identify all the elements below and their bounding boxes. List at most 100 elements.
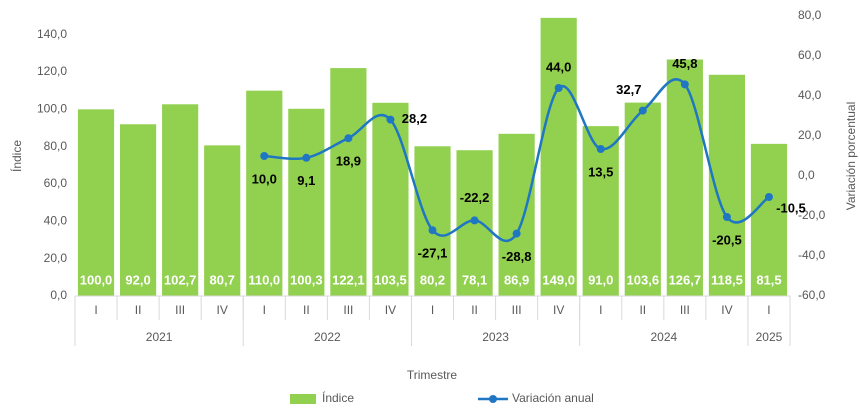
line-marker	[554, 84, 563, 92]
line-value-label: 13,5	[588, 164, 613, 179]
bar	[77, 109, 115, 296]
bar	[372, 102, 409, 296]
x-tick-label: II	[135, 303, 142, 317]
y2-tick-label: -20,0	[798, 208, 826, 222]
bar-value-label: 100,0	[80, 272, 113, 287]
y2-tick-label: 60,0	[798, 48, 822, 62]
bar-value-label: 78,1	[462, 272, 487, 287]
bar-value-label: 126,7	[669, 272, 702, 287]
line-marker	[260, 152, 269, 160]
line-value-label: 28,2	[402, 111, 427, 126]
x-tick-label: II	[639, 303, 646, 317]
bar	[120, 124, 157, 297]
bar-value-label: 91,0	[588, 272, 613, 287]
bar-value-label: 92,0	[125, 272, 150, 287]
y2-tick-label: 40,0	[798, 88, 822, 102]
x-tick-label: III	[512, 303, 522, 317]
y-tick-label: 40,0	[44, 214, 68, 228]
x-group-label: 2023	[482, 330, 509, 344]
bar-value-label: 122,1	[332, 272, 365, 287]
x-tick-label: IV	[553, 303, 564, 317]
y2-tick-label: -40,0	[798, 248, 826, 262]
y-tick-label: 60,0	[44, 176, 68, 190]
bar-value-label: 86,9	[504, 272, 529, 287]
y2-tick-label: 80,0	[798, 8, 822, 22]
y-tick-label: 140,0	[37, 27, 67, 41]
legend-swatch	[290, 394, 316, 404]
bar	[288, 108, 325, 296]
bar-value-label: 100,3	[290, 272, 323, 287]
x-group-label: 2021	[146, 330, 173, 344]
x-tick-label: I	[431, 303, 434, 317]
bar-value-label: 80,7	[210, 272, 235, 287]
bar	[246, 90, 283, 297]
x-tick-label: III	[680, 303, 690, 317]
x-tick-label: IV	[721, 303, 732, 317]
x-tick-label: IV	[385, 303, 396, 317]
line-marker	[512, 229, 521, 238]
x-tick-label: II	[303, 303, 310, 317]
x-tick-label: I	[767, 303, 770, 317]
x-group-label: 2025	[756, 330, 783, 344]
line-marker	[470, 216, 479, 225]
y-tick-label: 0,0	[50, 288, 67, 302]
y2-tick-label: 20,0	[798, 128, 822, 142]
line-marker	[428, 226, 437, 235]
bar	[750, 143, 788, 296]
x-group-label: 2022	[314, 330, 341, 344]
bar	[162, 104, 199, 296]
line-value-label: 45,8	[672, 56, 697, 71]
line-value-label: -28,8	[502, 249, 532, 264]
bar	[204, 145, 241, 296]
x-tick-label: III	[175, 303, 185, 317]
x-tick-label: I	[94, 303, 97, 317]
bar-value-label: 103,5	[374, 272, 407, 287]
legend-marker	[489, 395, 497, 403]
legend-label: Índice	[322, 390, 354, 405]
bar	[666, 59, 703, 296]
y-tick-label: 80,0	[44, 139, 68, 153]
bar	[498, 133, 535, 296]
bar-value-label: 118,5	[711, 272, 743, 287]
bar-value-label: 80,2	[420, 272, 445, 287]
x-group-label: 2024	[650, 330, 677, 344]
line-marker	[386, 115, 395, 124]
bar	[414, 146, 451, 296]
bar-value-label: 102,7	[164, 272, 197, 287]
bar-value-label: 81,5	[756, 272, 781, 287]
line-value-label: -22,2	[460, 190, 490, 205]
line-marker	[344, 134, 353, 143]
y2-tick-label: -60,0	[798, 288, 826, 302]
line-marker	[638, 106, 647, 115]
bar-value-label: 103,6	[627, 272, 660, 287]
y-tick-label: 20,0	[44, 251, 68, 265]
line-marker	[680, 80, 689, 89]
y2-tick-label: 0,0	[798, 168, 815, 182]
bar-value-label: 110,0	[248, 272, 280, 287]
y-tick-label: 120,0	[37, 64, 67, 78]
x-axis-label: Trimestre	[407, 368, 458, 382]
line-marker	[764, 193, 773, 201]
line-value-label: -10,5	[776, 200, 806, 215]
y-tick-label: 100,0	[37, 102, 67, 116]
line-value-label: 18,9	[336, 154, 361, 169]
bar-value-label: 149,0	[542, 272, 575, 287]
x-tick-label: I	[263, 303, 266, 317]
bar	[624, 102, 661, 296]
y2-axis-label: Variación porcentual	[844, 102, 858, 211]
line-value-label: -27,1	[418, 246, 448, 261]
x-tick-label: II	[471, 303, 478, 317]
bar	[582, 126, 619, 296]
x-tick-label: III	[343, 303, 353, 317]
line-marker	[722, 213, 731, 221]
legend-label: Variación anual	[512, 391, 594, 405]
line-value-label: 32,7	[616, 82, 641, 97]
line-value-label: 10,0	[252, 171, 277, 186]
line-value-label: -20,5	[712, 232, 742, 247]
bar	[330, 68, 367, 296]
x-tick-label: IV	[217, 303, 228, 317]
line-marker	[596, 145, 605, 153]
line-value-label: 9,1	[297, 173, 315, 188]
x-tick-label: I	[599, 303, 602, 317]
